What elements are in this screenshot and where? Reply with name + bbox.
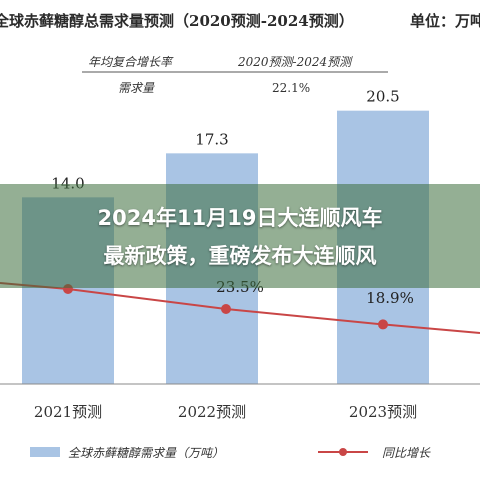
headline-line-1: 2024年11月19日大连顺风车: [97, 206, 383, 230]
unit-label: 单位：万吨: [410, 12, 480, 30]
bar-value-label: 17.3: [195, 130, 228, 148]
note-row-label: 需求量: [118, 81, 155, 95]
category-label: 2023预测: [349, 403, 417, 421]
legend-line-marker: [339, 448, 347, 456]
note-header-label: 年均复合增长率: [88, 55, 174, 69]
bar-value-label: 20.5: [366, 88, 399, 106]
growth-point: [378, 319, 388, 330]
growth-note-table: 年均复合增长率 2020预测-2024预测 需求量 22.1%: [82, 55, 388, 95]
legend-bar-swatch: [30, 447, 60, 457]
note-row-value: 22.1%: [272, 81, 310, 95]
growth-value-label: 18.9%: [366, 289, 414, 307]
category-labels: 2021预测 2022预测 2023预测: [34, 403, 417, 421]
category-label: 2022预测: [178, 403, 246, 421]
chart-title: 全球赤藓糖醇总需求量预测（2020预测-2024预测）: [0, 12, 354, 30]
legend-line-label: 同比增长: [382, 446, 431, 460]
headline-banner[interactable]: 2024年11月19日大连顺风车 最新政策，重磅发布大连顺风: [0, 184, 480, 288]
growth-point: [221, 304, 231, 314]
legend: 全球赤藓糖醇需求量（万吨） 同比增长: [30, 446, 431, 460]
headline-line-2: 最新政策，重磅发布大连顺风: [103, 244, 377, 268]
category-label: 2021预测: [34, 403, 102, 421]
note-header-period: 2020预测-2024预测: [237, 55, 353, 69]
legend-bar-label: 全球赤藓糖醇需求量（万吨）: [68, 446, 224, 460]
